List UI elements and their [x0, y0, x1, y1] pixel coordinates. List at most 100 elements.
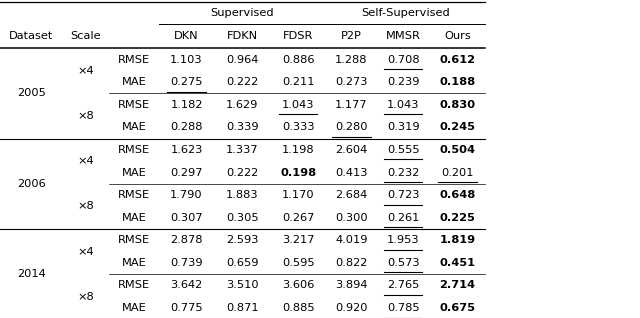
Text: MAE: MAE — [122, 77, 146, 87]
Text: 0.785: 0.785 — [387, 303, 419, 313]
Text: 0.504: 0.504 — [440, 145, 476, 155]
Text: 3.510: 3.510 — [226, 280, 259, 290]
Text: 1.953: 1.953 — [387, 235, 419, 245]
Text: 0.555: 0.555 — [387, 145, 419, 155]
Text: 0.830: 0.830 — [440, 100, 476, 110]
Text: 0.964: 0.964 — [226, 55, 259, 65]
Text: P2P: P2P — [341, 31, 362, 41]
Text: ×4: ×4 — [77, 156, 94, 166]
Text: 1.103: 1.103 — [170, 55, 203, 65]
Text: RMSE: RMSE — [118, 190, 150, 200]
Text: 0.659: 0.659 — [226, 258, 259, 268]
Text: 2014: 2014 — [17, 269, 45, 279]
Text: 0.822: 0.822 — [335, 258, 367, 268]
Text: 0.232: 0.232 — [387, 168, 419, 177]
Text: 0.305: 0.305 — [226, 213, 259, 223]
Text: 0.871: 0.871 — [226, 303, 259, 313]
Text: RMSE: RMSE — [118, 280, 150, 290]
Text: RMSE: RMSE — [118, 55, 150, 65]
Text: 0.307: 0.307 — [170, 213, 203, 223]
Text: Ours: Ours — [444, 31, 471, 41]
Text: 0.300: 0.300 — [335, 213, 367, 223]
Text: 1.198: 1.198 — [282, 145, 314, 155]
Text: 2.765: 2.765 — [387, 280, 419, 290]
Text: 0.297: 0.297 — [170, 168, 203, 177]
Text: 0.739: 0.739 — [170, 258, 203, 268]
Text: 0.261: 0.261 — [387, 213, 419, 223]
Text: Dataset: Dataset — [9, 31, 54, 41]
Text: 0.708: 0.708 — [387, 55, 419, 65]
Text: 1.170: 1.170 — [282, 190, 314, 200]
Text: ×8: ×8 — [77, 201, 94, 211]
Text: 3.217: 3.217 — [282, 235, 314, 245]
Text: MAE: MAE — [122, 258, 146, 268]
Text: 0.451: 0.451 — [440, 258, 476, 268]
Text: 3.894: 3.894 — [335, 280, 367, 290]
Text: 0.612: 0.612 — [440, 55, 476, 65]
Text: DKN: DKN — [174, 31, 199, 41]
Text: 1.182: 1.182 — [170, 100, 203, 110]
Text: 4.019: 4.019 — [335, 235, 367, 245]
Text: 2.684: 2.684 — [335, 190, 367, 200]
Text: 0.201: 0.201 — [442, 168, 474, 177]
Text: 0.239: 0.239 — [387, 77, 419, 87]
Text: 2.878: 2.878 — [170, 235, 203, 245]
Text: 1.623: 1.623 — [170, 145, 203, 155]
Text: 0.273: 0.273 — [335, 77, 367, 87]
Text: 2006: 2006 — [17, 179, 45, 189]
Text: RMSE: RMSE — [118, 100, 150, 110]
Text: Scale: Scale — [70, 31, 101, 41]
Text: 0.319: 0.319 — [387, 122, 419, 132]
Text: 3.642: 3.642 — [170, 280, 203, 290]
Text: ×4: ×4 — [77, 66, 94, 76]
Text: 0.339: 0.339 — [226, 122, 259, 132]
Text: 2.604: 2.604 — [335, 145, 367, 155]
Text: FDKN: FDKN — [227, 31, 258, 41]
Text: 0.333: 0.333 — [282, 122, 314, 132]
Text: 0.775: 0.775 — [170, 303, 203, 313]
Text: 0.198: 0.198 — [280, 168, 316, 177]
Text: 0.413: 0.413 — [335, 168, 367, 177]
Text: MMSR: MMSR — [386, 31, 420, 41]
Text: 0.245: 0.245 — [440, 122, 476, 132]
Text: 0.188: 0.188 — [440, 77, 476, 87]
Text: 2.593: 2.593 — [226, 235, 259, 245]
Text: 0.723: 0.723 — [387, 190, 419, 200]
Text: MAE: MAE — [122, 303, 146, 313]
Text: 0.267: 0.267 — [282, 213, 314, 223]
Text: 1.177: 1.177 — [335, 100, 367, 110]
Text: 1.043: 1.043 — [387, 100, 419, 110]
Text: 0.225: 0.225 — [440, 213, 476, 223]
Text: 0.920: 0.920 — [335, 303, 367, 313]
Text: 0.886: 0.886 — [282, 55, 314, 65]
Text: 0.222: 0.222 — [226, 77, 259, 87]
Text: FDSR: FDSR — [283, 31, 314, 41]
Text: ×8: ×8 — [77, 292, 94, 302]
Text: 0.573: 0.573 — [387, 258, 419, 268]
Text: Supervised: Supervised — [211, 8, 275, 18]
Text: 0.885: 0.885 — [282, 303, 314, 313]
Text: 3.606: 3.606 — [282, 280, 314, 290]
Text: Self-Supervised: Self-Supervised — [362, 8, 450, 18]
Text: MAE: MAE — [122, 213, 146, 223]
Text: RMSE: RMSE — [118, 235, 150, 245]
Text: ×8: ×8 — [77, 111, 94, 121]
Text: 0.275: 0.275 — [170, 77, 203, 87]
Text: 1.043: 1.043 — [282, 100, 314, 110]
Text: ×4: ×4 — [77, 246, 94, 257]
Text: RMSE: RMSE — [118, 145, 150, 155]
Text: MAE: MAE — [122, 168, 146, 177]
Text: 1.288: 1.288 — [335, 55, 367, 65]
Text: 0.280: 0.280 — [335, 122, 367, 132]
Text: 0.675: 0.675 — [440, 303, 476, 313]
Text: 0.211: 0.211 — [282, 77, 314, 87]
Text: MAE: MAE — [122, 122, 146, 132]
Text: 2.714: 2.714 — [440, 280, 476, 290]
Text: 0.595: 0.595 — [282, 258, 314, 268]
Text: 0.288: 0.288 — [170, 122, 203, 132]
Text: 1.819: 1.819 — [440, 235, 476, 245]
Text: 0.648: 0.648 — [440, 190, 476, 200]
Text: 0.222: 0.222 — [226, 168, 259, 177]
Text: 1.790: 1.790 — [170, 190, 203, 200]
Text: 2005: 2005 — [17, 88, 46, 99]
